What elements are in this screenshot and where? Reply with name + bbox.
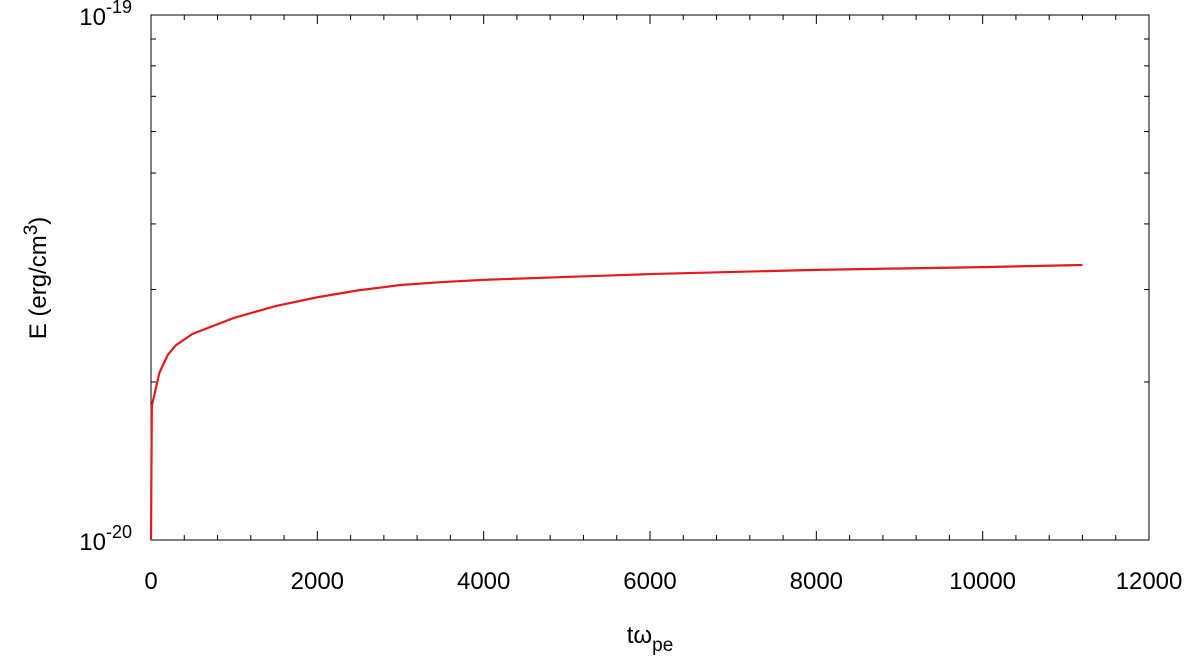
y-tick-label: 10-20 [79, 522, 132, 556]
x-tick-label: 0 [144, 568, 157, 595]
x-label-sub: pe [652, 635, 673, 656]
y-tick-base: 10 [79, 4, 106, 31]
y-tick-exponent: -19 [106, 0, 132, 17]
y-tick-base: 10 [79, 529, 106, 556]
x-tick-label: 12000 [1116, 568, 1183, 595]
y-label-text: E (erg/cm [25, 235, 52, 339]
x-tick-label: 4000 [457, 568, 510, 595]
y-label-tail: ) [25, 217, 52, 225]
x-axis-label: tωpe [627, 622, 674, 656]
y-label-sup: 3 [21, 225, 42, 236]
y-axis-label: E (erg/cm3) [21, 217, 52, 340]
plot-frame [150, 14, 1150, 541]
x-tick-label: 10000 [949, 568, 1016, 595]
x-tick-label: 8000 [790, 568, 843, 595]
x-label-text: tω [627, 622, 652, 649]
data-line [149, 263, 1083, 541]
y-tick-exponent: -20 [106, 522, 132, 542]
x-tick-label: 6000 [623, 568, 676, 595]
x-tick-label: 2000 [291, 568, 344, 595]
y-tick-label: 10-19 [79, 0, 132, 31]
